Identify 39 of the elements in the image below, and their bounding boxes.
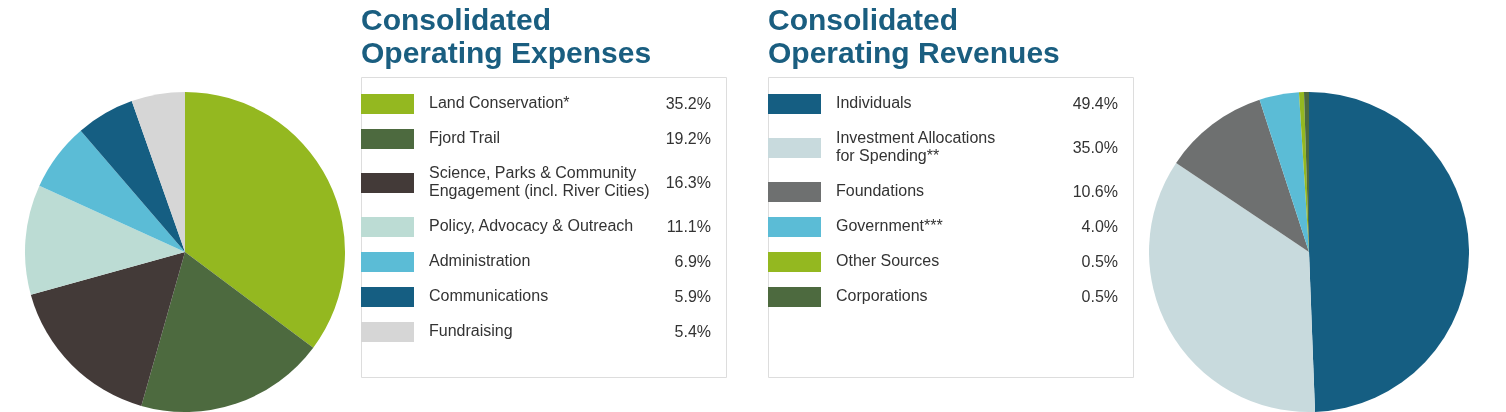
data-label: 10.6% — [1072, 183, 1118, 200]
pie-slice — [185, 92, 345, 348]
pie-slice — [1149, 162, 1316, 412]
data-label: 6.9% — [674, 253, 711, 270]
data-label: 35.2% — [665, 95, 711, 112]
pie-slice — [39, 130, 185, 252]
data-label: 5.9% — [674, 288, 711, 305]
legend-label: Science, Parks & Community Engagement (incl. River Cities) — [429, 164, 650, 199]
data-label: 49.4% — [1072, 95, 1118, 112]
legend-label: Investment Allocations for Spending** — [836, 129, 996, 164]
legend-label: Government*** — [836, 217, 943, 234]
legend-label: Other Sources — [836, 252, 940, 269]
pie-slice — [30, 252, 185, 406]
data-label: 4.0% — [1081, 218, 1118, 235]
data-label: 0.5% — [1081, 288, 1118, 305]
legend-label: Individuals — [836, 94, 912, 111]
legend-label: Fundraising — [429, 322, 513, 339]
pie-slice — [1176, 99, 1309, 252]
data-label: 35.0% — [1072, 139, 1118, 156]
pie-slice — [80, 101, 185, 252]
chart-title: Consolidated Operating Revenues — [768, 3, 1060, 69]
data-label: 16.3% — [665, 174, 711, 191]
legend-label: Policy, Advocacy & Outreach — [429, 217, 634, 234]
legend-label: Land Conservation* — [429, 94, 570, 111]
pie-slice — [131, 92, 185, 252]
data-label: 5.4% — [674, 323, 711, 340]
legend-label: Foundations — [836, 182, 925, 199]
chart-title: Consolidated Operating Expenses — [361, 3, 652, 69]
data-label: 11.1% — [666, 218, 711, 235]
legend-label: Fjord Trail — [429, 129, 501, 146]
data-label: 0.5% — [1081, 253, 1118, 270]
pie-slice — [1309, 92, 1469, 412]
pie-slice — [1259, 92, 1309, 252]
legend-label: Corporations — [836, 287, 928, 304]
data-label: 19.2% — [665, 130, 711, 147]
legend-label: Administration — [429, 252, 531, 269]
pie-slice — [141, 252, 314, 412]
legend-label: Communications — [429, 287, 549, 304]
pie-slice — [25, 185, 185, 295]
